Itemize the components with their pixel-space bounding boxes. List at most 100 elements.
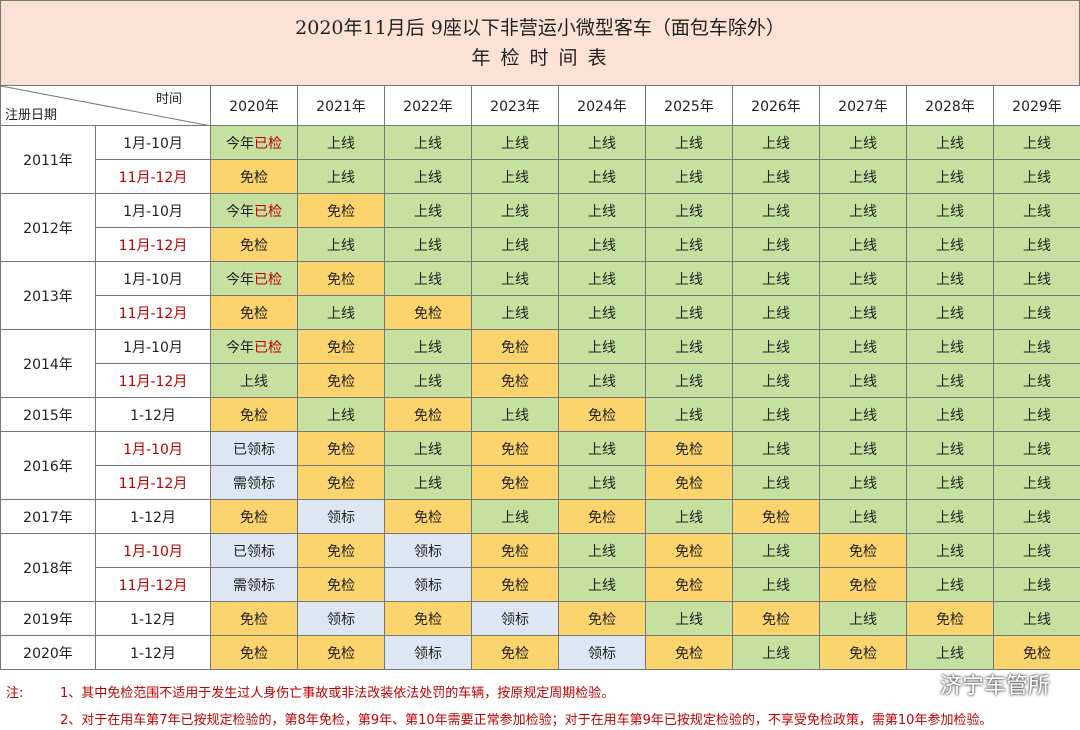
status-cell: 需领标 (210, 567, 298, 602)
status-cell: 上线 (384, 159, 472, 194)
corner-top: 时间 (155, 92, 182, 107)
period: 11月-12月 (95, 159, 211, 194)
reg-year: 2018年 (0, 533, 96, 602)
status-cell: 上线 (297, 227, 385, 262)
status-cell: 上线 (906, 193, 994, 228)
status-cell: 免检 (558, 397, 646, 432)
status-cell: 今年已检 (210, 125, 298, 160)
status-cell: 免检 (558, 499, 646, 534)
row: 2019年 1-12月 免检 领标 免检 领标 免检 上线 免检 上线 免检 上线 (0, 601, 1080, 636)
status-cell: 上线 (297, 397, 385, 432)
note: 2、对于在用车第7年已按规定检验的，第8年免检，第9年、第10年需要正常参加检验… (60, 713, 993, 728)
reg-year: 2012年 (0, 193, 96, 262)
status-cell: 免检 (819, 533, 907, 568)
status-cell: 免检 (819, 567, 907, 602)
row: 11月-12月 免检 上线 上线 上线 上线 上线 上线 上线 上线 上线 (1, 227, 1080, 262)
status-cell: 上线 (558, 295, 646, 330)
status-cell: 上线 (645, 125, 733, 160)
status-cell: 上线 (732, 159, 820, 194)
status-cell: 上线 (645, 159, 733, 194)
status-cell: 上线 (906, 329, 994, 364)
status-cell: 上线 (819, 227, 907, 262)
status-cell: 上线 (645, 601, 733, 636)
status-cell: 上线 (993, 193, 1080, 228)
status-part: 已检 (254, 339, 282, 356)
status-cell: 免检 (906, 601, 994, 636)
notes: 注: 1、其中免检范围不适用于发生过人身伤亡事故或非法改装依法处罚的车辆，按原规… (0, 676, 1080, 730)
status-cell: 免检 (297, 193, 385, 228)
status-cell: 上线 (471, 261, 559, 296)
status-cell: 上线 (993, 159, 1080, 194)
status-cell: 上线 (993, 567, 1080, 602)
status-cell: 上线 (732, 431, 820, 466)
row: 11月-12月 上线 免检 上线 免检 上线 上线 上线 上线 上线 上线 (1, 363, 1080, 398)
status-cell: 上线 (558, 431, 646, 466)
status-cell: 上线 (210, 363, 298, 398)
status-cell: 领标 (384, 635, 472, 670)
period: 11月-12月 (95, 363, 211, 398)
status-cell: 今年已检 (210, 193, 298, 228)
row: 2015年 1-12月 免检 上线 免检 上线 免检 上线 上线 上线 上线 上线 (0, 397, 1080, 432)
year-header: 2022年 (384, 85, 472, 126)
row: 2016年 1月-10月 已领标 免检 上线 免检 上线 免检 上线 上线 上线 上线 (0, 431, 1080, 500)
status-cell: 上线 (732, 295, 820, 330)
status-cell: 上线 (384, 465, 472, 500)
status-cell: 上线 (993, 431, 1080, 466)
period: 1-12月 (95, 635, 211, 670)
row: 11月-12月 免检 上线 免检 上线 上线 上线 上线 上线 上线 上线 (1, 295, 1080, 330)
row: 2020年 1-12月 免检 免检 领标 免检 领标 免检 上线 免检 上线 免检 (0, 635, 1080, 670)
status-cell: 上线 (993, 465, 1080, 500)
year-header: 2027年 (819, 85, 907, 126)
notes-label: 注: (6, 686, 24, 701)
status-cell: 上线 (558, 193, 646, 228)
status-cell: 上线 (906, 227, 994, 262)
corner-bottom: 注册日期 (5, 108, 58, 123)
row: 2012年 1月-10月 今年已检 免检 上线 上线 上线 上线 上线 上线 上线 上线 (0, 193, 1080, 262)
status-cell: 上线 (645, 193, 733, 228)
period: 11月-12月 (95, 227, 211, 262)
status-cell: 免检 (210, 295, 298, 330)
status-cell: 免检 (384, 295, 472, 330)
row: 2011年 1月-10月 今年已检 上线 上线 上线 上线 上线 上线 上线 上线 上线 (0, 125, 1080, 194)
status-cell: 免检 (819, 635, 907, 670)
status-cell: 免检 (471, 635, 559, 670)
diagonal (1, 86, 206, 125)
subtitle: 年 检 时 间 表 (471, 47, 609, 69)
status-cell: 上线 (558, 533, 646, 568)
period: 1月-10月 (95, 193, 211, 228)
status-cell: 上线 (819, 601, 907, 636)
status-cell: 上线 (819, 397, 907, 432)
period: 1-12月 (95, 499, 211, 534)
reg-year: 2016年 (0, 431, 96, 500)
status-cell: 免检 (210, 397, 298, 432)
status-cell: 免检 (645, 567, 733, 602)
status-part: 已检 (254, 271, 282, 288)
status-cell: 已领标 (210, 533, 298, 568)
status-cell: 今年已检 (210, 261, 298, 296)
status-cell: 上线 (645, 295, 733, 330)
year-header: 2024年 (558, 85, 646, 126)
status-cell: 免检 (471, 431, 559, 466)
status-cell: 上线 (993, 125, 1080, 160)
status-cell: 上线 (732, 261, 820, 296)
status-cell: 上线 (819, 193, 907, 228)
status-cell: 上线 (993, 227, 1080, 262)
status-cell: 上线 (645, 499, 733, 534)
status-cell: 上线 (558, 329, 646, 364)
status-cell: 上线 (384, 227, 472, 262)
status-cell: 上线 (819, 363, 907, 398)
status-cell: 上线 (993, 261, 1080, 296)
title-band: 2020年11月后 9座以下非营运小微型客车（面包车除外） 年 检 时 间 表 (0, 0, 1080, 86)
period: 1-12月 (95, 601, 211, 636)
status-cell: 上线 (558, 125, 646, 160)
row: 2017年 1-12月 免检 领标 免检 上线 免检 上线 免检 上线 上线 上线 (0, 499, 1080, 534)
status-cell: 上线 (297, 159, 385, 194)
status-cell: 上线 (732, 533, 820, 568)
status-cell: 免检 (471, 533, 559, 568)
watermark: 济宁车管所 (939, 674, 1050, 699)
reg-year: 2020年 (0, 635, 96, 670)
status-cell: 上线 (732, 465, 820, 500)
status-cell: 领标 (297, 601, 385, 636)
year-header: 2020年 (210, 85, 298, 126)
